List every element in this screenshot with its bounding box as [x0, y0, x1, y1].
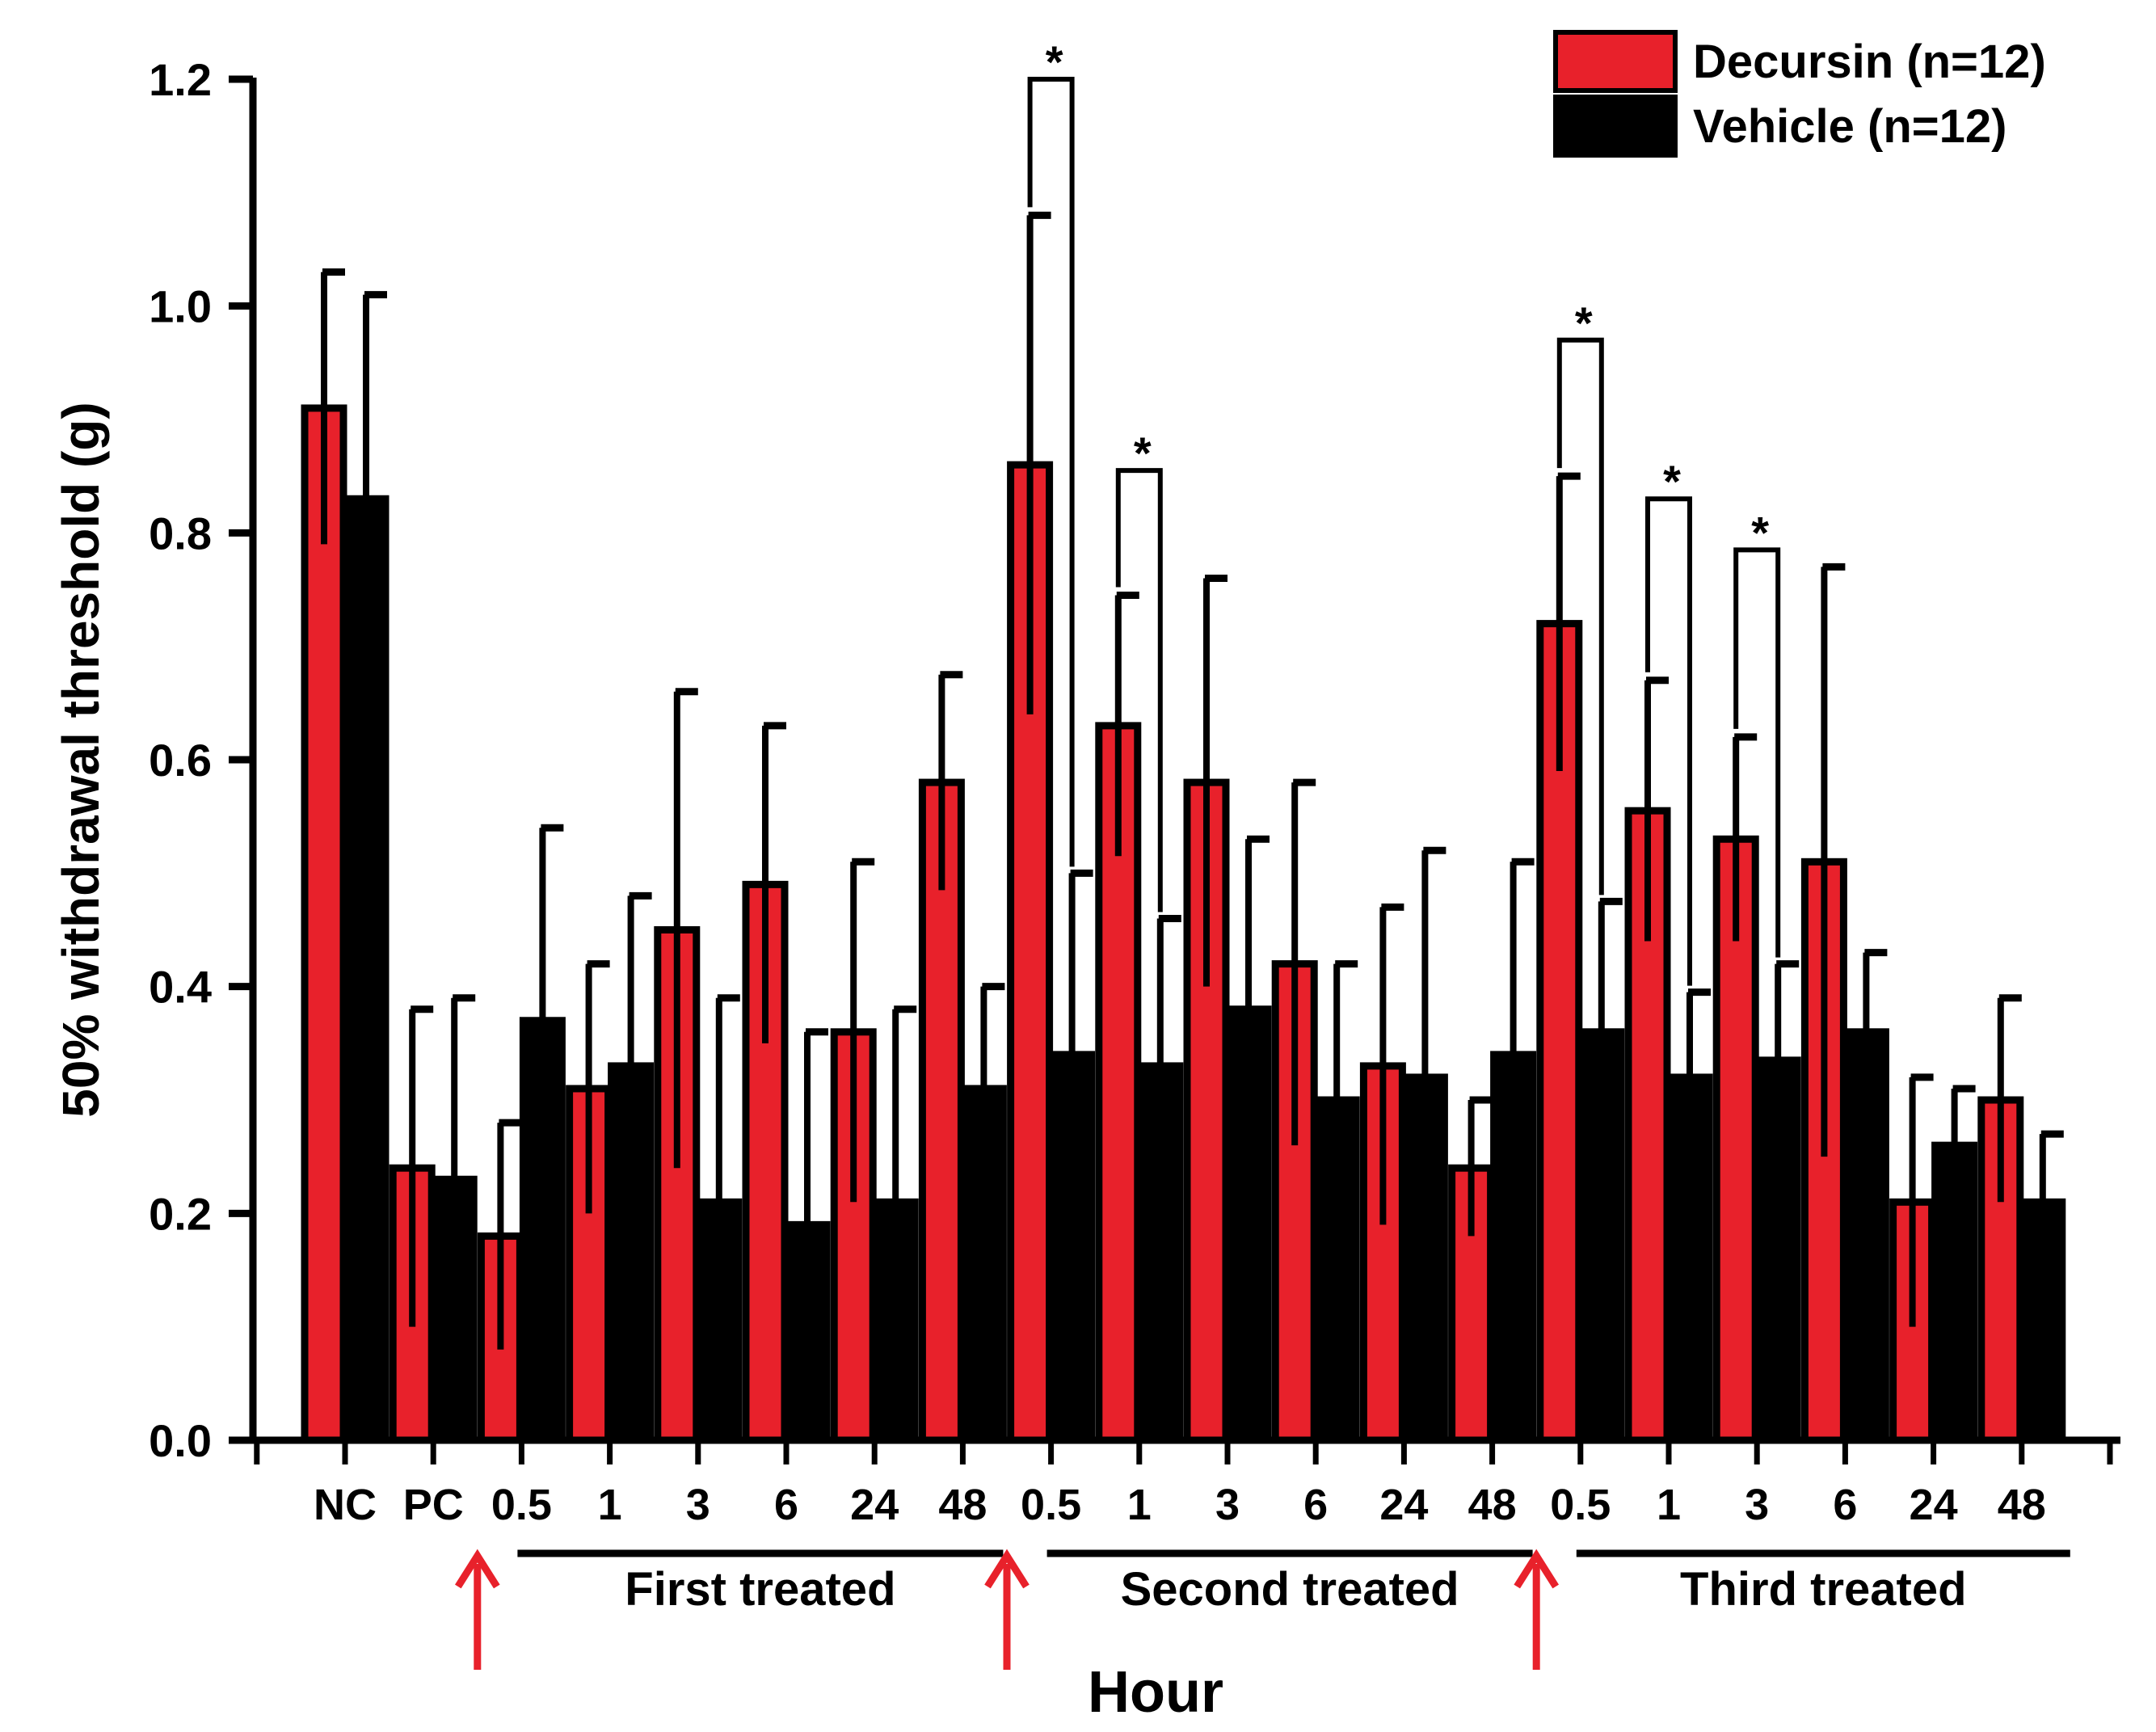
- bar-decursin-0: [301, 404, 347, 1444]
- x-tick-label-0: NC: [314, 1481, 377, 1529]
- significance-bracket-2: [1556, 337, 1604, 895]
- y-tick-label-1: 0.2: [149, 1188, 212, 1239]
- legend-label-1: Vehicle (n=12): [1693, 100, 2007, 153]
- significance-star-1: *: [1134, 428, 1152, 478]
- significance-bracket-3: [1645, 496, 1692, 986]
- y-tick-label-2: 0.4: [149, 962, 212, 1013]
- x-tick-label-6: 24: [850, 1481, 899, 1529]
- x-tick-label-8: 0.5: [1021, 1481, 1081, 1529]
- significance-star-0: *: [1046, 36, 1063, 87]
- x-tick-label-13: 48: [1468, 1481, 1517, 1529]
- x-tick-label-4: 3: [686, 1481, 710, 1529]
- significance-star-3: *: [1663, 456, 1681, 507]
- significance-bracket-4: [1733, 547, 1781, 958]
- treatment-arrowhead-0: [454, 1549, 500, 1589]
- x-axis-title: Hour: [1088, 1660, 1223, 1725]
- treatment-arrowhead-1: [984, 1549, 1030, 1589]
- x-tick-label-5: 6: [774, 1481, 798, 1529]
- x-tick-label-11: 6: [1303, 1481, 1328, 1529]
- significance-bracket-1: [1115, 468, 1163, 912]
- y-tick-label-0: 0.0: [149, 1415, 212, 1466]
- x-tick-label-3: 1: [598, 1481, 622, 1529]
- group-label-0: First treated: [625, 1563, 895, 1616]
- group-label-1: Second treated: [1121, 1563, 1459, 1616]
- significance-bracket-0: [1027, 77, 1075, 867]
- x-tick-label-10: 3: [1215, 1481, 1240, 1529]
- y-tick-label-6: 1.2: [149, 54, 212, 105]
- significance-star-4: *: [1751, 507, 1769, 558]
- x-tick-label-19: 48: [1998, 1481, 2046, 1529]
- y-tick-label-5: 1.0: [149, 281, 212, 332]
- x-tick-label-1: PC: [403, 1481, 464, 1529]
- y-axis-title: 50% withdrawal threshold (g): [52, 402, 110, 1117]
- x-tick-label-7: 48: [938, 1481, 987, 1529]
- x-tick-label-18: 24: [1910, 1481, 1958, 1529]
- x-tick-label-14: 0.5: [1550, 1481, 1611, 1529]
- y-tick-label-4: 0.8: [149, 508, 212, 558]
- legend-swatch-1: [1553, 95, 1678, 158]
- x-tick-label-16: 3: [1745, 1481, 1769, 1529]
- legend-label-0: Decursin (n=12): [1693, 36, 2046, 88]
- treatment-arrowhead-2: [1514, 1549, 1560, 1589]
- x-tick-label-9: 1: [1127, 1481, 1152, 1529]
- x-tick-label-2: 0.5: [491, 1481, 552, 1529]
- y-tick-label-3: 0.6: [149, 735, 212, 786]
- significance-star-2: *: [1575, 297, 1593, 348]
- x-tick-label-12: 24: [1379, 1481, 1428, 1529]
- x-tick-label-15: 1: [1657, 1481, 1681, 1529]
- x-tick-label-17: 6: [1833, 1481, 1857, 1529]
- group-label-2: Third treated: [1680, 1563, 1967, 1616]
- legend-swatch-0: [1553, 30, 1678, 93]
